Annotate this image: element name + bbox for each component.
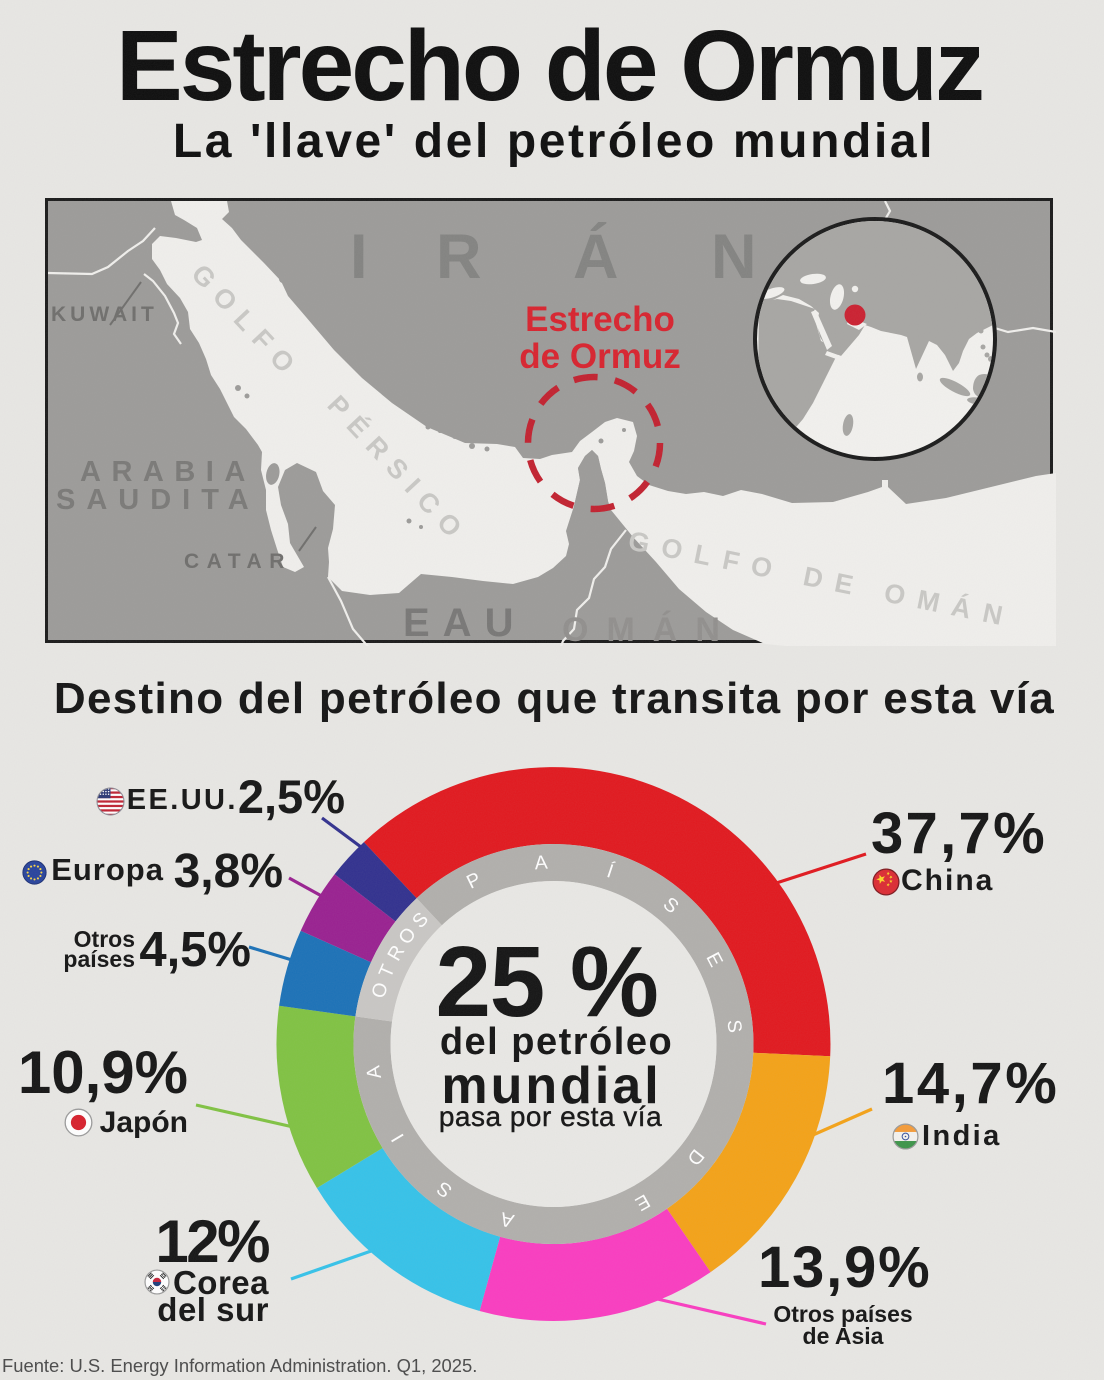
svg-text:EAU: EAU <box>403 601 526 645</box>
svg-text:S: S <box>723 1019 746 1034</box>
svg-text:N: N <box>711 222 757 292</box>
svg-text:I: I <box>350 222 368 292</box>
svg-text:CATAR: CATAR <box>184 550 292 573</box>
svg-text:A: A <box>534 851 548 874</box>
svg-text:KUWAIT: KUWAIT <box>51 303 158 326</box>
svg-text:Estrecho: Estrecho <box>525 300 675 339</box>
svg-text:de Ormuz: de Ormuz <box>519 337 680 376</box>
svg-text:SAUDITA: SAUDITA <box>56 484 260 516</box>
svg-text:Á: Á <box>573 222 619 292</box>
svg-text:R: R <box>436 222 482 292</box>
svg-text:OMÁN: OMÁN <box>562 611 738 646</box>
